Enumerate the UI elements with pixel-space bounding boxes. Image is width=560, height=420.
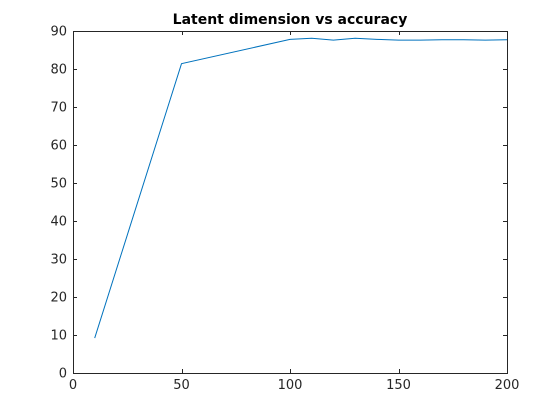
y-axis-ticks: 0 10 20 30 40 50 60 70 80 90: [50, 25, 507, 382]
chart-title: Latent dimension vs accuracy: [173, 12, 408, 28]
y-tick-label: 40: [50, 215, 67, 230]
y-tick-label: 0: [59, 367, 67, 382]
y-tick-label: 20: [50, 291, 67, 306]
y-tick-label: 70: [50, 101, 67, 116]
y-tick-label: 30: [50, 253, 67, 268]
x-axis-ticks: 0 50 100 150 200: [69, 31, 520, 393]
y-tick-label: 80: [50, 63, 67, 78]
y-tick-label: 10: [50, 329, 67, 344]
x-tick-label: 0: [69, 378, 77, 393]
plot-area-box: [74, 32, 508, 374]
series-layer: [95, 38, 507, 338]
x-tick-label: 100: [278, 378, 303, 393]
axes: [74, 32, 508, 374]
y-tick-label: 50: [50, 177, 67, 192]
y-tick-label: 90: [50, 25, 67, 40]
x-tick-label: 200: [495, 378, 520, 393]
accuracy-series-line: [95, 38, 507, 338]
y-tick-label: 60: [50, 139, 67, 154]
x-tick-label: 150: [386, 378, 411, 393]
x-tick-label: 50: [173, 378, 190, 393]
